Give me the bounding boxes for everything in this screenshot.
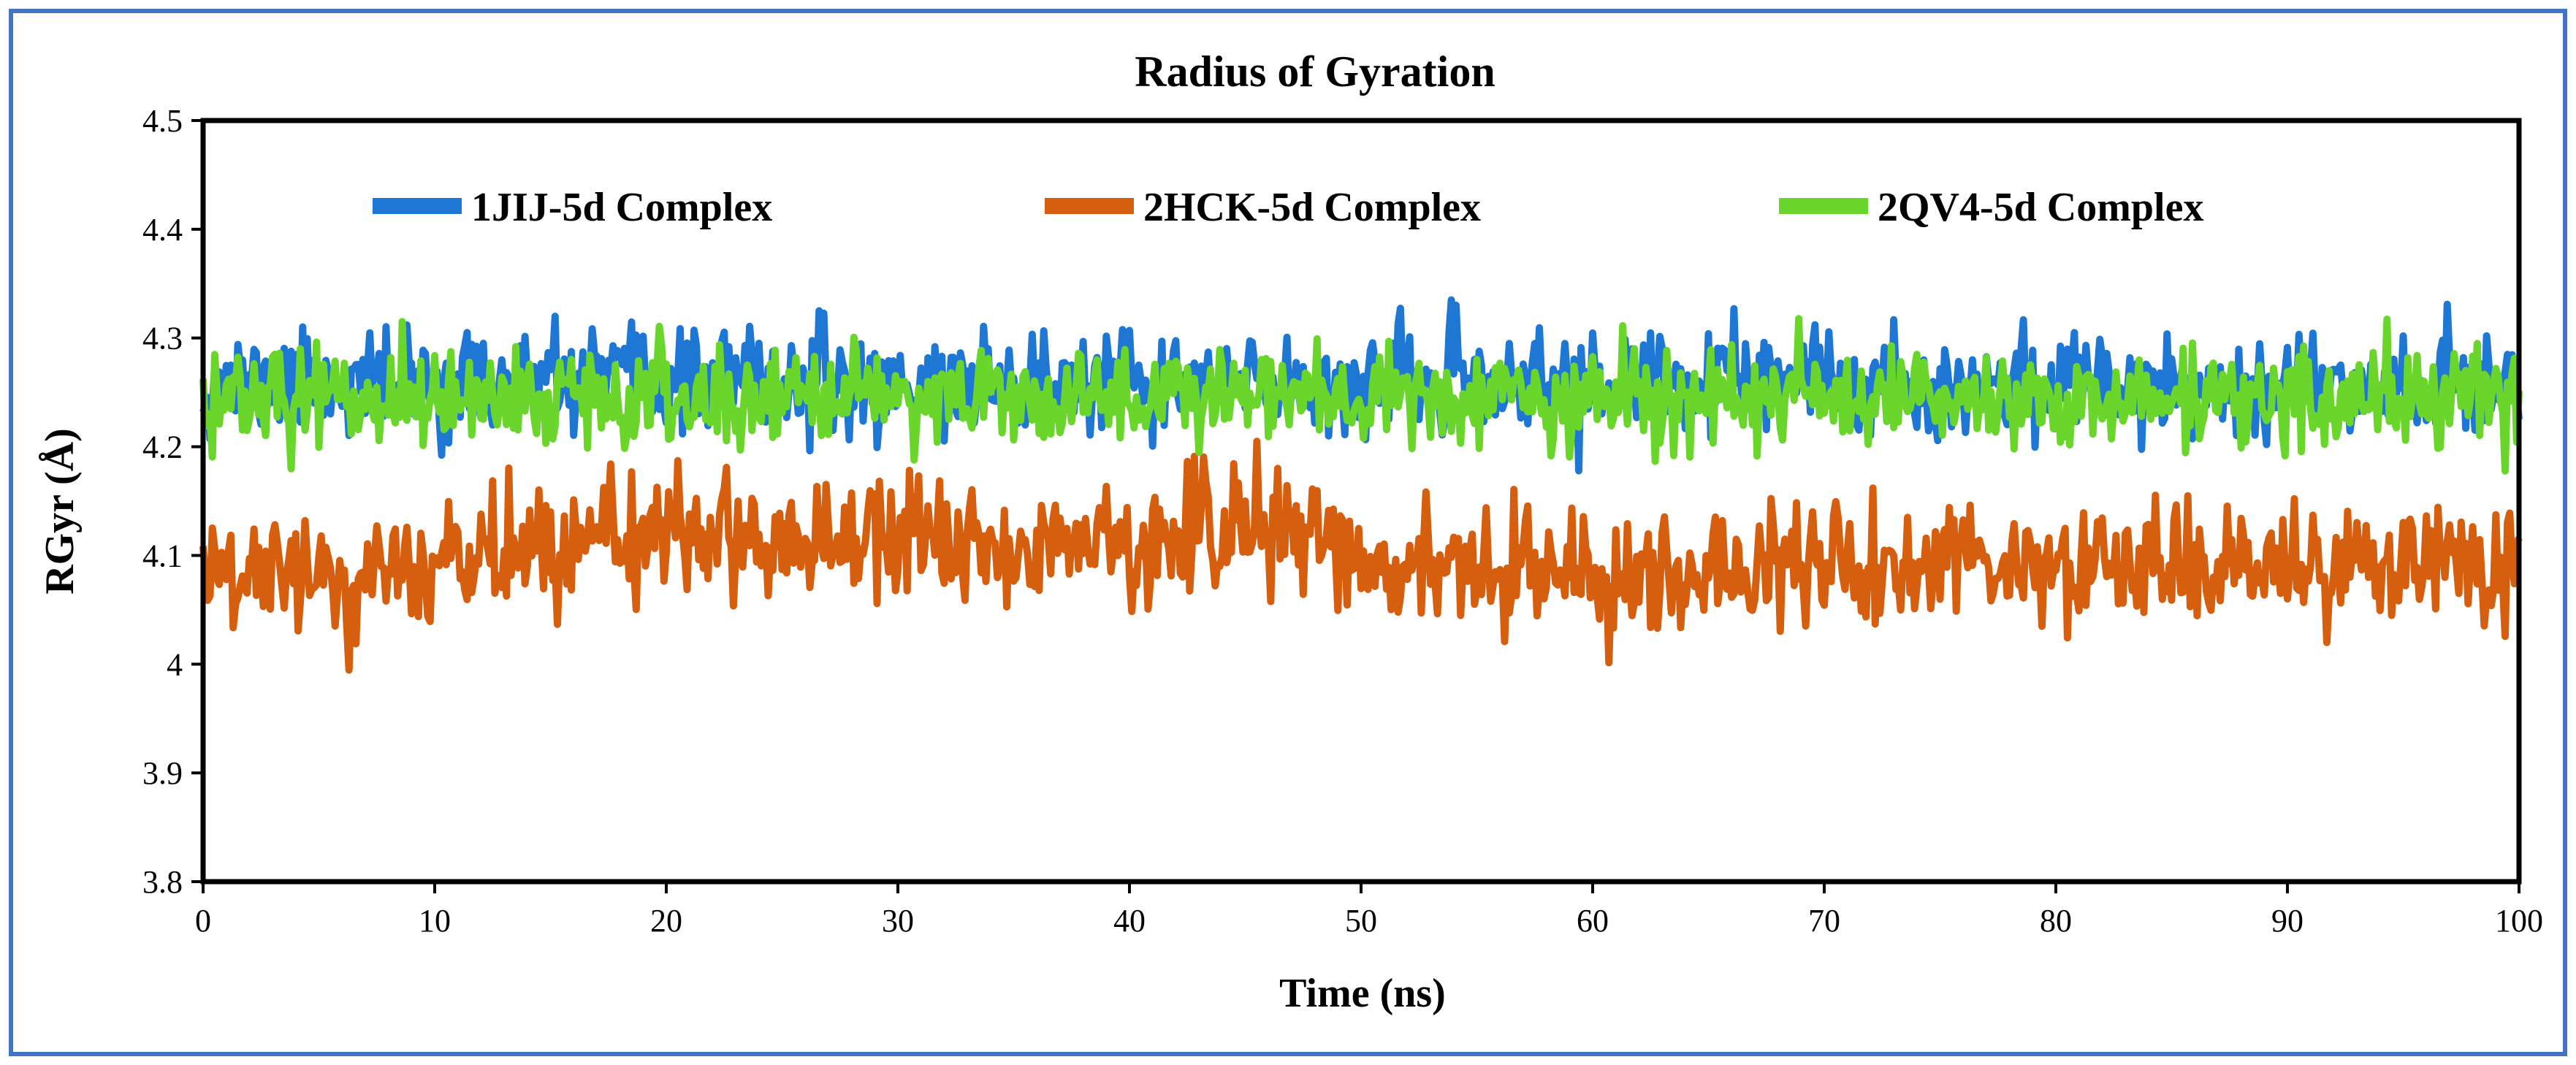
y-tick-label: 3.8	[142, 864, 183, 900]
series-line-1	[199, 296, 2523, 475]
y-tick-label: 4	[167, 646, 183, 682]
legend-label-3: 2QV4-5d Complex	[1878, 185, 2203, 230]
x-tick-label: 50	[1345, 903, 1377, 939]
series-line-2	[199, 438, 2523, 674]
series-layer	[199, 296, 2523, 674]
legend: 1JIJ-5d Complex 2HCK-5d Complex 2QV4-5d Co…	[373, 185, 2203, 230]
x-tick-label: 60	[1577, 903, 1609, 939]
x-tick-label: 100	[2495, 903, 2543, 939]
y-tick-label: 4.5	[142, 103, 183, 139]
x-tick-label: 70	[1808, 903, 1840, 939]
series-line-3	[199, 315, 2523, 475]
y-axis-title: RGyr (Å)	[37, 428, 83, 595]
x-tick-label: 0	[195, 903, 211, 939]
x-tick-label: 10	[419, 903, 451, 939]
x-axis-title: Time (ns)	[1279, 971, 1446, 1016]
plot-area-border	[200, 118, 2522, 885]
legend-label-1: 1JIJ-5d Complex	[471, 185, 772, 230]
x-tick-label: 80	[2040, 903, 2072, 939]
y-tick-label: 4.1	[142, 538, 183, 573]
legend-label-2: 2HCK-5d Complex	[1143, 185, 1481, 230]
x-tick-label: 30	[882, 903, 914, 939]
y-tick-label: 4.2	[142, 430, 183, 465]
y-tick-label: 3.9	[142, 755, 183, 791]
y-tick-label: 4.4	[142, 212, 183, 248]
x-tick-label: 20	[650, 903, 682, 939]
axes-layer: 3.8 3.9 4 4.1 4.2 4.3 4.4 4.5 0 10 20 30 40 50 60 70 80 9…	[142, 103, 2543, 939]
y-tick-label: 4.3	[142, 321, 183, 356]
chart-title: Radius of Gyration	[1135, 47, 1495, 96]
x-tick-label: 90	[2271, 903, 2303, 939]
x-tick-label: 40	[1113, 903, 1146, 939]
